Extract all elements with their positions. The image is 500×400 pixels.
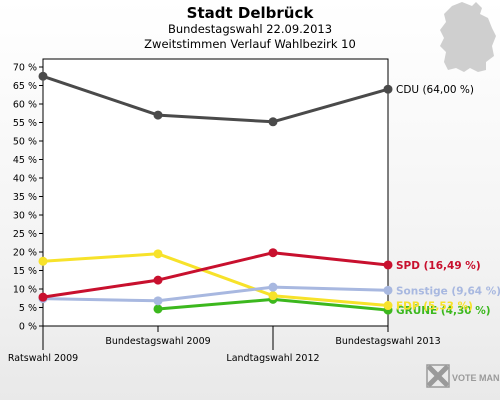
data-point [153,296,163,306]
y-axis: 0 % 5 % 10 % 15 % 20 % 25 % 30 % 35 % 40 % 45 % 50… [13,63,43,333]
y-tick-label: 45 % [13,155,37,166]
series-points [38,71,393,315]
chart-title: Stadt Delbrück [187,4,315,22]
series-line [42,251,389,299]
data-point [383,84,393,94]
data-point [38,256,48,266]
y-tick-label: 60 % [13,100,37,111]
x-tick-label: Bundestagswahl 2009 [105,336,210,347]
series-line [42,252,389,307]
germany-map-icon [440,2,496,72]
y-tick-label: 65 % [13,81,37,92]
data-point [38,292,48,302]
y-tick-label: 30 % [13,211,37,222]
vote-manager-logo: VOTE MANAGER [426,364,500,388]
data-point [153,304,163,314]
logo-text: VOTE MANAGER [452,373,500,383]
series-end-label: SPD (16,49 %) [396,260,481,272]
series-end-label: FDP (5,53 %) [396,301,473,313]
series-labels: GRÜNE (4,30 %)FDP (5,53 %) Sonstige (9,64… [396,84,500,317]
series-end-label: CDU (64,00 %) [396,84,474,96]
x-tick-label: Bundestagswahl 2013 [335,336,440,347]
series-line [42,285,389,303]
data-point [268,291,278,301]
y-tick-label: 70 % [13,63,37,74]
x-axis: Ratswahl 2009 Bundestagswahl 2009 Landtags… [8,326,441,364]
data-point [153,249,163,259]
y-tick-label: 40 % [13,174,37,185]
series-lines [42,74,389,312]
data-point [268,248,278,258]
y-tick-label: 25 % [13,229,37,240]
data-point [383,301,393,311]
y-tick-label: 5 % [19,303,37,314]
x-tick-label: Landtagswahl 2012 [226,353,319,364]
chart-subtitle-2: Zweitstimmen Verlauf Wahlbezirk 10 [144,37,356,51]
y-tick-label: 35 % [13,192,37,203]
data-point [153,110,163,120]
series-end-label: GRÜNE (4,30 %) [396,303,491,317]
y-tick-label: 20 % [13,248,37,259]
plot-area [42,58,389,327]
series-end-label: Sonstige (9,64 %) [396,285,500,297]
y-tick-label: 0 % [19,322,37,333]
data-point [268,282,278,292]
y-tick-label: 10 % [13,285,37,296]
data-point [153,275,163,285]
y-tick-label: 15 % [13,266,37,277]
data-point [38,71,48,81]
chart-subtitle-1: Bundestagswahl 22.09.2013 [168,22,332,36]
data-point [268,117,278,127]
y-tick-label: 55 % [13,118,37,129]
series-line [42,74,389,124]
x-tick-label: Ratswahl 2009 [8,353,78,364]
data-point [383,260,393,270]
data-point [383,285,393,295]
y-tick-label: 50 % [13,137,37,148]
